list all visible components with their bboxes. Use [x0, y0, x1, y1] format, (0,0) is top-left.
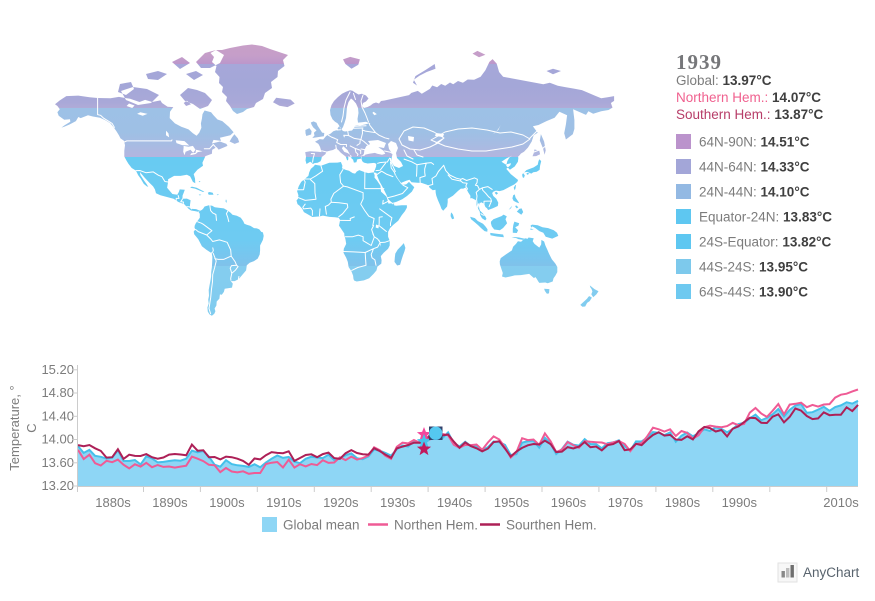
- svg-text:24N-44N: 14.10°C: 24N-44N: 14.10°C: [699, 185, 810, 200]
- svg-text:Southern Hem.: 13.87°C: Southern Hem.: 13.87°C: [676, 107, 823, 122]
- svg-text:Global mean: Global mean: [283, 518, 360, 533]
- svg-text:1900s: 1900s: [209, 495, 245, 510]
- svg-text:44S-24S: 13.95°C: 44S-24S: 13.95°C: [699, 260, 808, 275]
- svg-text:1920s: 1920s: [323, 495, 359, 510]
- svg-text:1930s: 1930s: [380, 495, 416, 510]
- svg-text:1980s: 1980s: [665, 495, 701, 510]
- svg-text:1960s: 1960s: [551, 495, 587, 510]
- svg-text:64S-44S: 13.90°C: 64S-44S: 13.90°C: [699, 285, 808, 300]
- svg-text:1939: 1939: [676, 50, 722, 74]
- svg-text:Northen Hem.: Northen Hem.: [394, 518, 478, 533]
- svg-text:13.20: 13.20: [41, 478, 74, 493]
- svg-text:Temperature, °: Temperature, °: [7, 385, 22, 470]
- svg-text:C: C: [24, 423, 39, 432]
- svg-text:1950s: 1950s: [494, 495, 530, 510]
- svg-text:64N-90N: 14.51°C: 64N-90N: 14.51°C: [699, 135, 810, 150]
- svg-text:14.80: 14.80: [41, 385, 74, 400]
- svg-text:44N-64N: 14.33°C: 44N-64N: 14.33°C: [699, 160, 810, 175]
- svg-text:AnyChart: AnyChart: [803, 565, 860, 580]
- svg-text:1910s: 1910s: [266, 495, 302, 510]
- svg-text:1970s: 1970s: [608, 495, 644, 510]
- svg-text:Global: 13.97°C: Global: 13.97°C: [676, 73, 772, 88]
- svg-text:Northern Hem.: 14.07°C: Northern Hem.: 14.07°C: [676, 90, 821, 105]
- svg-text:1940s: 1940s: [437, 495, 473, 510]
- svg-text:Sourthen Hem.: Sourthen Hem.: [506, 518, 597, 533]
- svg-text:24S-Equator: 13.82°C: 24S-Equator: 13.82°C: [699, 235, 831, 250]
- svg-text:14.00: 14.00: [41, 432, 74, 447]
- svg-text:13.60: 13.60: [41, 455, 74, 470]
- svg-text:15.20: 15.20: [41, 362, 74, 377]
- svg-text:14.40: 14.40: [41, 409, 74, 424]
- svg-text:1990s: 1990s: [722, 495, 758, 510]
- svg-text:1880s: 1880s: [95, 495, 131, 510]
- svg-text:2010s: 2010s: [823, 495, 859, 510]
- svg-text:1890s: 1890s: [152, 495, 188, 510]
- svg-text:Equator-24N: 13.83°C: Equator-24N: 13.83°C: [699, 210, 832, 225]
